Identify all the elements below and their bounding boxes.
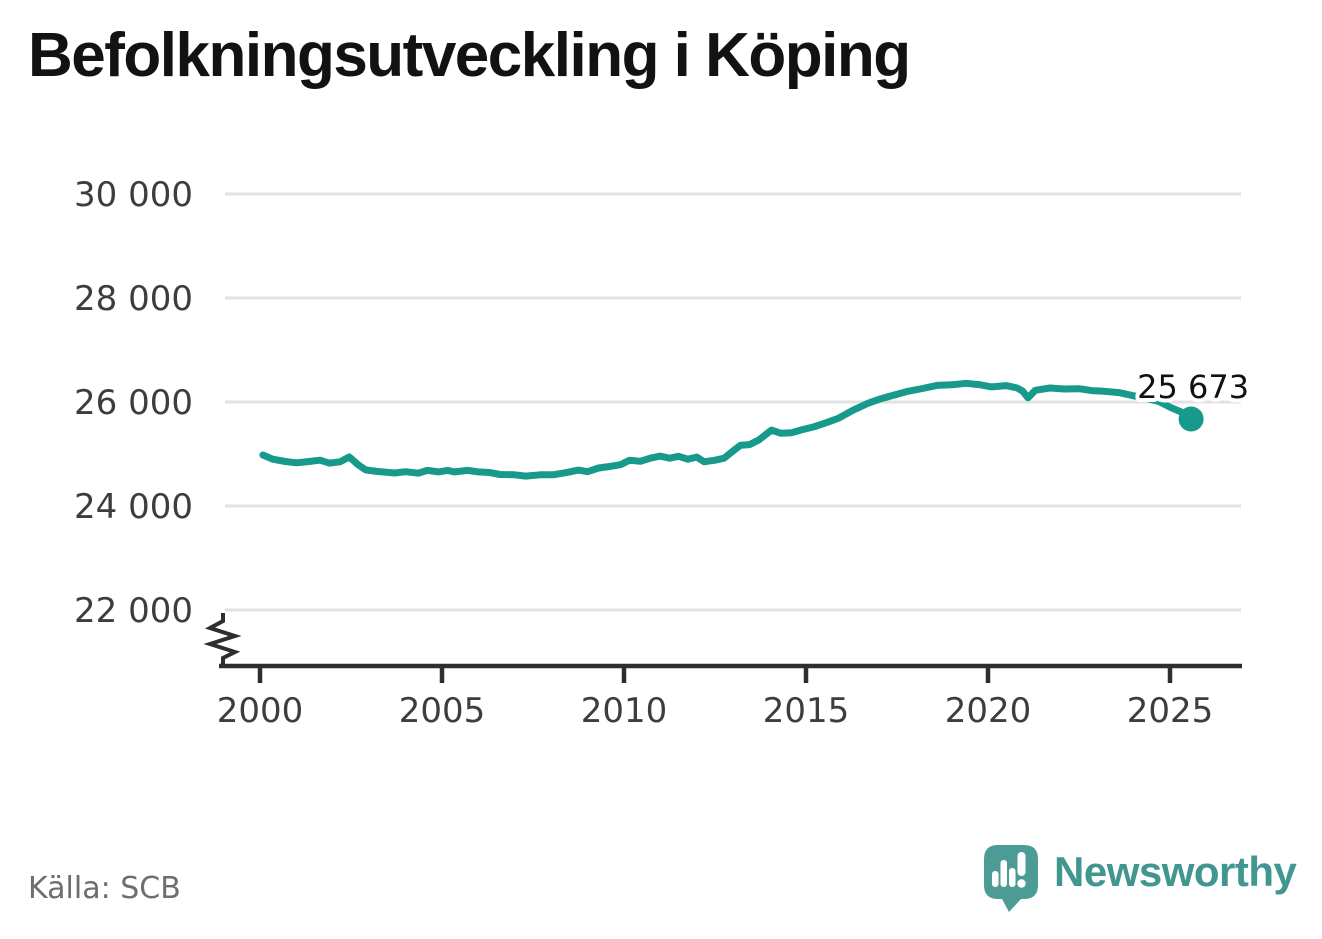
newsworthy-bubble-icon (984, 845, 1038, 912)
y-tick-label: 28 000 (74, 279, 193, 319)
axis-break-icon (203, 613, 242, 666)
y-tick-label: 24 000 (74, 487, 193, 527)
brand-name: Newsworthy (1054, 848, 1297, 895)
latest-value-label: 25 673 (1137, 368, 1249, 406)
latest-value-marker (1178, 406, 1204, 432)
newsworthy-logo: Newsworthy (978, 840, 1308, 920)
chart-title: Befolkningsutveckling i Köping (28, 21, 911, 90)
x-tick-label: 2005 (399, 691, 486, 731)
x-tick-label: 2010 (581, 691, 668, 731)
y-tick-label: 30 000 (74, 175, 193, 215)
x-tick-label: 2000 (217, 691, 304, 731)
x-tick-label: 2015 (763, 691, 850, 731)
source-note: Källa: SCB (28, 871, 181, 906)
x-tick-label: 2025 (1127, 691, 1214, 731)
y-tick-label: 26 000 (74, 383, 193, 423)
x-tick-label: 2020 (945, 691, 1032, 731)
y-tick-label: 22 000 (74, 591, 193, 631)
population-line (259, 379, 1195, 480)
